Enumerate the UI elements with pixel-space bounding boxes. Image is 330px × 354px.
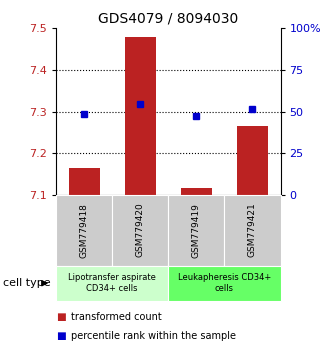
Text: Leukapheresis CD34+
cells: Leukapheresis CD34+ cells (178, 274, 271, 293)
Text: GSM779419: GSM779419 (192, 202, 201, 258)
Text: Lipotransfer aspirate
CD34+ cells: Lipotransfer aspirate CD34+ cells (68, 274, 156, 293)
Text: GSM779421: GSM779421 (248, 203, 257, 257)
Text: percentile rank within the sample: percentile rank within the sample (71, 331, 236, 341)
Text: ■: ■ (56, 312, 66, 322)
Text: ■: ■ (56, 331, 66, 341)
Text: transformed count: transformed count (71, 312, 162, 322)
Title: GDS4079 / 8094030: GDS4079 / 8094030 (98, 12, 239, 26)
Bar (125, 36, 156, 195)
Text: cell type: cell type (3, 278, 51, 288)
Bar (69, 168, 100, 195)
Text: GSM779420: GSM779420 (136, 203, 145, 257)
Text: GSM779418: GSM779418 (80, 202, 89, 258)
Bar (237, 126, 268, 195)
Bar (181, 188, 212, 195)
